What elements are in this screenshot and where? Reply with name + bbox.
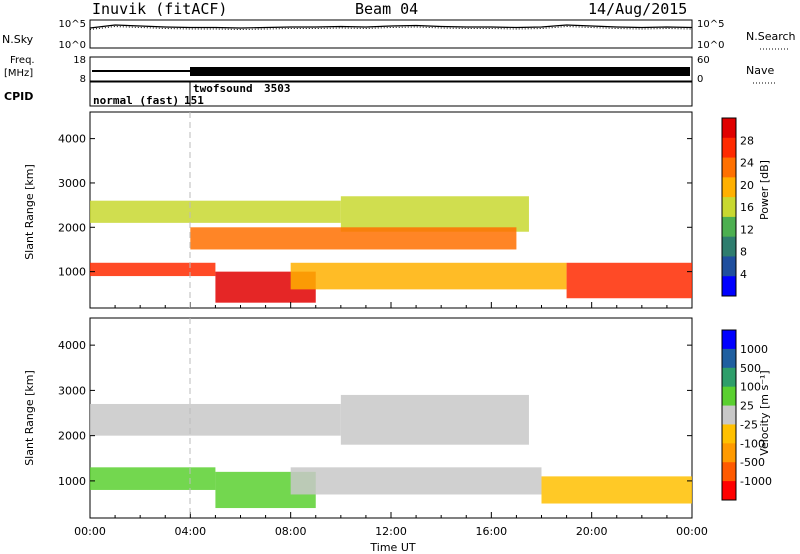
cpid-segment-normal-id: 151: [184, 94, 204, 107]
velocity-band-1: [340, 394, 529, 445]
power-band-4: [290, 262, 567, 290]
power-colorbar: 28 24 20 16 12 8 4: [721, 117, 754, 297]
velocity-ytick-label-1: 3000: [58, 384, 86, 397]
velocity-colorbar-swatch-3: [722, 386, 736, 407]
xtick-label-4: 16:00: [475, 525, 507, 538]
power-band-5: [566, 262, 692, 299]
nave-label: Nave: [746, 64, 774, 77]
velocity-band-5: [541, 476, 692, 504]
nsearch-label: N.Search: [746, 30, 796, 43]
power-colorbar-label: Power [dB]: [758, 160, 771, 220]
power-y-label: Slant Range [km]: [23, 164, 36, 260]
velocity-colorbar-tick-3: 25: [740, 400, 754, 413]
cpid-label: CPID: [4, 90, 33, 103]
xtick-label-5: 20:00: [576, 525, 608, 538]
velocity-colorbar-tick-2: 100: [740, 381, 761, 394]
velocity-colorbar-tick-0: 1000: [740, 343, 768, 356]
velocity-colorbar-label: Velocity [m s⁻¹]: [758, 370, 771, 455]
nave-tick-top: 60: [697, 55, 710, 66]
power-colorbar-tick-3: 16: [740, 201, 754, 214]
freq-tick-bottom: 8: [80, 74, 86, 85]
velocity-panel: [89, 317, 693, 519]
freq-tick-top: 18: [73, 55, 86, 66]
nsearch-tick-top: 10^5: [697, 19, 724, 30]
nsky-tick-bottom: 10^0: [59, 40, 86, 51]
velocity-colorbar-tick-7: -1000: [740, 475, 772, 488]
velocity-ytick-label-2: 2000: [58, 430, 86, 443]
power-band-2: [90, 262, 216, 277]
power-colorbar-swatch-7: [722, 256, 736, 277]
velocity-colorbar-tick-5: -100: [740, 437, 765, 450]
cpid-strip: [89, 81, 693, 107]
power-colorbar-swatch-1: [722, 137, 736, 159]
xtick-label-3: 12:00: [375, 525, 407, 538]
velocity-colorbar-swatch-7: [722, 462, 736, 482]
xtick-label-0: 00:00: [74, 525, 106, 538]
power-colorbar-tick-2: 20: [740, 179, 754, 192]
power-colorbar-swatch-8: [722, 276, 736, 297]
power-colorbar-swatch-3: [722, 177, 736, 198]
velocity-colorbar-swatch-1: [722, 348, 736, 369]
freq-strip: [89, 56, 693, 82]
power-colorbar-swatch-2: [722, 157, 736, 178]
velocity-colorbar-swatch-5: [722, 424, 736, 444]
power-band-1: [340, 196, 529, 232]
power-colorbar-swatch-4: [722, 197, 736, 218]
nsky-tick-top: 10^5: [59, 19, 86, 30]
velocity-colorbar-frame: [721, 329, 737, 501]
power-colorbar-swatch-0: [722, 118, 736, 139]
freq-label: Freq.: [10, 55, 35, 66]
beam-title: Beam 04: [355, 0, 418, 18]
power-colorbar-swatch-5: [722, 216, 736, 238]
power-band-0: [90, 200, 341, 223]
power-colorbar-frame: [721, 117, 737, 297]
cpid-segment-normal-name: normal (fast): [93, 94, 179, 107]
mhz-label: [MHz]: [4, 68, 33, 79]
power-ytick-label-1: 3000: [58, 177, 86, 190]
velocity-band-4: [290, 467, 542, 495]
velocity-colorbar: 1000 500 100 25 -25 -100 -500 -1000: [721, 329, 772, 501]
nave-tick-bottom: 0: [697, 74, 703, 85]
velocity-band-0: [90, 403, 341, 436]
power-colorbar-tick-1: 24: [740, 157, 754, 170]
power-band-6: [190, 227, 517, 250]
power-colorbar-tick-0: 28: [740, 134, 754, 147]
velocity-band-2: [90, 467, 216, 490]
cpid-segment-twofsound-id: 3503: [264, 82, 291, 95]
station-title: Inuvik (fitACF): [92, 0, 227, 18]
x-axis-label: Time UT: [369, 541, 415, 554]
power-colorbar-tick-6: 4: [740, 268, 747, 281]
xtick-label-2: 08:00: [275, 525, 307, 538]
date-title: 14/Aug/2015: [588, 0, 687, 18]
nsky-strip: [89, 19, 693, 49]
velocity-colorbar-tick-6: -500: [740, 456, 765, 469]
power-colorbar-tick-5: 8: [740, 246, 747, 259]
velocity-colorbar-tick-4: -25: [740, 418, 758, 431]
velocity-colorbar-swatch-4: [722, 405, 736, 425]
nsky-label: N.Sky: [2, 33, 34, 46]
velocity-colorbar-swatch-0: [722, 330, 736, 350]
power-ytick-label-2: 2000: [58, 221, 86, 234]
nsearch-tick-bottom: 10^0: [697, 40, 724, 51]
xtick-label-6: 00:00: [676, 525, 708, 538]
xtick-label-1: 04:00: [174, 525, 206, 538]
velocity-colorbar-swatch-2: [722, 367, 736, 388]
power-colorbar-swatch-6: [722, 236, 736, 257]
velocity-colorbar-swatch-6: [722, 443, 736, 463]
velocity-colorbar-tick-1: 500: [740, 362, 761, 375]
nsky-trace: [89, 24, 693, 29]
velocity-ytick-label-3: 1000: [58, 475, 86, 488]
velocity-y-label: Slant Range [km]: [23, 370, 36, 466]
power-panel: [89, 111, 693, 309]
power-ytick-label-3: 1000: [58, 266, 86, 279]
velocity-colorbar-swatch-8: [722, 481, 736, 501]
velocity-ytick-label-0: 4000: [58, 339, 86, 352]
freq-trace-twofsound: [190, 67, 690, 76]
cpid-segment-twofsound-name: twofsound: [193, 82, 253, 95]
power-ytick-label-0: 4000: [58, 133, 86, 146]
power-colorbar-tick-4: 12: [740, 223, 754, 236]
